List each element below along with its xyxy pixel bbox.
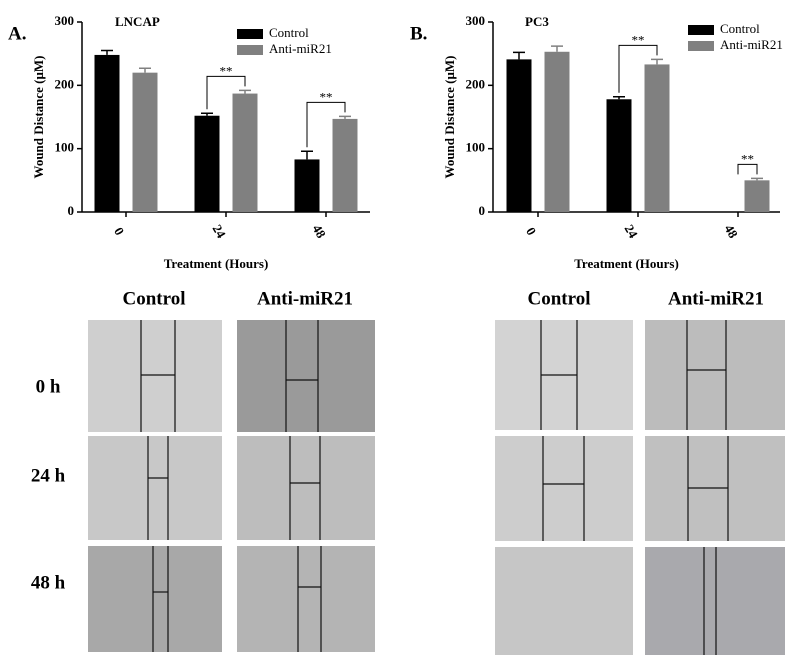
error-bar xyxy=(301,150,313,160)
legend-swatch xyxy=(688,25,714,35)
x-axis-label: Treatment (Hours) xyxy=(164,256,269,271)
micrograph xyxy=(88,436,222,540)
error-bar xyxy=(201,112,213,116)
micrograph xyxy=(237,436,375,540)
bar xyxy=(194,115,220,212)
error-bar xyxy=(751,177,763,181)
legend-label: Control xyxy=(720,21,760,36)
micrograph xyxy=(645,320,785,430)
bar xyxy=(94,54,120,212)
y-tick-label: 300 xyxy=(466,13,486,28)
y-tick-label: 200 xyxy=(466,76,486,91)
chart-title: PC3 xyxy=(525,14,549,29)
x-tick-label: 0 xyxy=(111,225,127,238)
significance-label: ** xyxy=(320,89,333,104)
bar xyxy=(332,118,358,212)
error-bar xyxy=(339,115,351,119)
micrograph xyxy=(495,436,633,541)
row-label: 24 h xyxy=(31,465,66,486)
column-header: Control xyxy=(123,288,186,309)
y-tick-label: 0 xyxy=(68,203,75,218)
column-header: Control xyxy=(528,288,591,309)
significance-bracket xyxy=(618,44,658,93)
x-tick-label: 48 xyxy=(722,222,742,241)
legend-swatch xyxy=(688,41,714,51)
row-label: 48 h xyxy=(31,572,66,593)
x-tick-label: 48 xyxy=(310,222,330,241)
y-tick-label: 0 xyxy=(479,203,486,218)
x-tick-label: 24 xyxy=(210,222,230,241)
column-header: Anti-miR21 xyxy=(668,288,764,309)
panel-label: A. xyxy=(8,23,26,44)
micrograph xyxy=(645,547,785,655)
micrograph-grid xyxy=(88,320,785,655)
y-tick-label: 200 xyxy=(55,76,75,91)
y-tick-label: 100 xyxy=(55,140,75,155)
legend-swatch xyxy=(237,45,263,55)
legend-label: Anti-miR21 xyxy=(269,41,332,56)
wound-edges xyxy=(140,320,729,655)
bar xyxy=(232,93,258,212)
error-bar xyxy=(513,51,525,60)
micrograph xyxy=(237,320,375,432)
bar xyxy=(506,59,532,212)
bar xyxy=(132,72,158,213)
significance-bracket xyxy=(206,75,246,110)
y-tick-label: 100 xyxy=(466,140,486,155)
micrograph xyxy=(237,546,375,652)
error-bar xyxy=(239,89,251,94)
significance-label: ** xyxy=(741,151,754,166)
chart-title: LNCAP xyxy=(115,14,160,29)
column-header: Anti-miR21 xyxy=(257,288,353,309)
bar xyxy=(744,180,770,212)
x-tick-label: 24 xyxy=(622,222,642,241)
bar xyxy=(644,64,670,212)
bar xyxy=(606,99,632,212)
legend-label: Control xyxy=(269,25,309,40)
legend-label: Anti-miR21 xyxy=(720,37,783,52)
legend-swatch xyxy=(237,29,263,39)
error-bar xyxy=(651,58,663,65)
significance-label: ** xyxy=(632,32,645,47)
y-axis-label: Wound Distance (μM) xyxy=(31,56,46,179)
significance-bracket xyxy=(737,163,758,175)
error-bar xyxy=(551,45,563,52)
micrograph xyxy=(495,547,633,655)
bar xyxy=(294,159,320,212)
x-tick-label: 0 xyxy=(523,225,539,238)
bar xyxy=(544,51,570,213)
row-label: 0 h xyxy=(36,376,61,397)
x-axis-label: Treatment (Hours) xyxy=(574,256,679,271)
significance-bracket xyxy=(306,101,346,148)
error-bar xyxy=(613,95,625,100)
y-tick-label: 300 xyxy=(55,13,75,28)
error-bar xyxy=(101,49,113,55)
significance-label: ** xyxy=(220,63,233,78)
micrograph xyxy=(88,320,222,432)
error-bar xyxy=(139,67,151,73)
panel-label: B. xyxy=(410,23,427,44)
y-axis-label: Wound Distance (μM) xyxy=(442,56,457,179)
micrograph xyxy=(88,546,222,652)
